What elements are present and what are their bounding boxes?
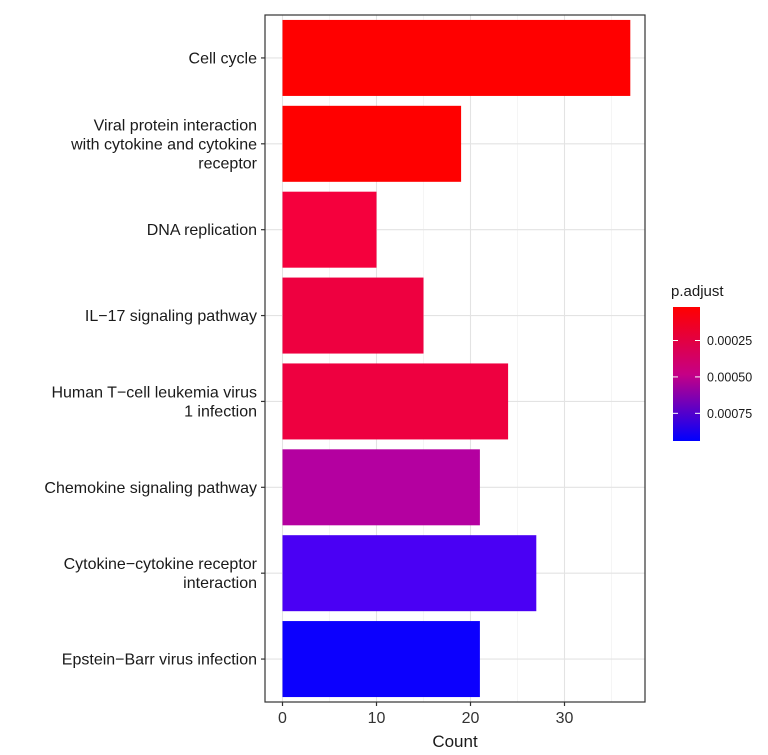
y-tick-label: Chemokine signaling pathway: [44, 480, 257, 497]
x-tick-label: 0: [278, 710, 287, 727]
bar: [282, 277, 424, 354]
y-tick-label: DNA replication: [147, 222, 257, 239]
x-tick-label: 10: [368, 710, 386, 727]
panel-border: [264, 14, 646, 703]
bar: [282, 363, 509, 440]
y-tick-label: Epstein−Barr virus infection: [62, 652, 257, 669]
x-axis-title: Count: [432, 732, 478, 751]
y-tick-label: with cytokine and cytokine: [70, 136, 257, 153]
y-tick-label: interaction: [183, 575, 257, 592]
y-tick-label: Human T−cell leukemia virus: [51, 384, 257, 401]
y-tick-label: Cell cycle: [189, 50, 258, 67]
y-tick-label: receptor: [198, 155, 257, 172]
legend-tick-label: 0.00050: [707, 370, 752, 384]
bar: [282, 191, 377, 268]
y-tick-label: Cytokine−cytokine receptor: [64, 556, 258, 573]
y-tick-label: 1 infection: [184, 403, 257, 420]
bar: [282, 19, 631, 96]
bar: [282, 449, 480, 526]
legend-title: p.adjust: [671, 283, 724, 300]
bar: [282, 535, 537, 612]
legend-tick-label: 0.00075: [707, 407, 752, 421]
bar: [282, 105, 462, 182]
x-tick-label: 30: [556, 710, 574, 727]
legend-colorbar: [673, 307, 700, 441]
y-tick-label: Viral protein interaction: [94, 117, 257, 134]
bar: [282, 621, 480, 698]
x-tick-label: 20: [462, 710, 480, 727]
y-tick-label: IL−17 signaling pathway: [85, 308, 257, 325]
legend-tick-label: 0.00025: [707, 334, 752, 348]
